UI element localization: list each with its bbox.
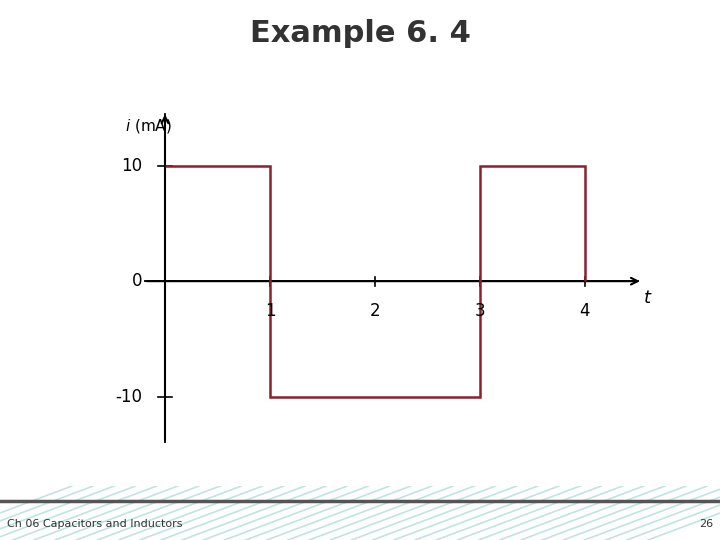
Text: 10: 10 — [121, 157, 142, 175]
Text: 0: 0 — [132, 272, 142, 290]
Text: 2: 2 — [369, 302, 380, 320]
Text: 3: 3 — [474, 302, 485, 320]
Text: 26: 26 — [698, 519, 713, 529]
Text: Ch 06 Capacitors and Inductors: Ch 06 Capacitors and Inductors — [7, 519, 183, 529]
Text: 4: 4 — [580, 302, 590, 320]
Text: 1: 1 — [265, 302, 275, 320]
Text: $t$: $t$ — [643, 289, 652, 307]
Text: $i$ (mA): $i$ (mA) — [125, 117, 172, 135]
Text: -10: -10 — [115, 388, 142, 406]
Text: Example 6. 4: Example 6. 4 — [250, 19, 470, 48]
